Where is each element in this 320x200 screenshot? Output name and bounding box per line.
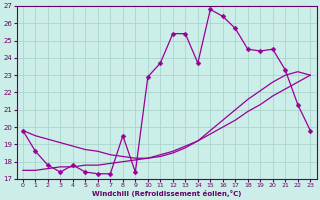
X-axis label: Windchill (Refroidissement éolien,°C): Windchill (Refroidissement éolien,°C) xyxy=(92,190,241,197)
